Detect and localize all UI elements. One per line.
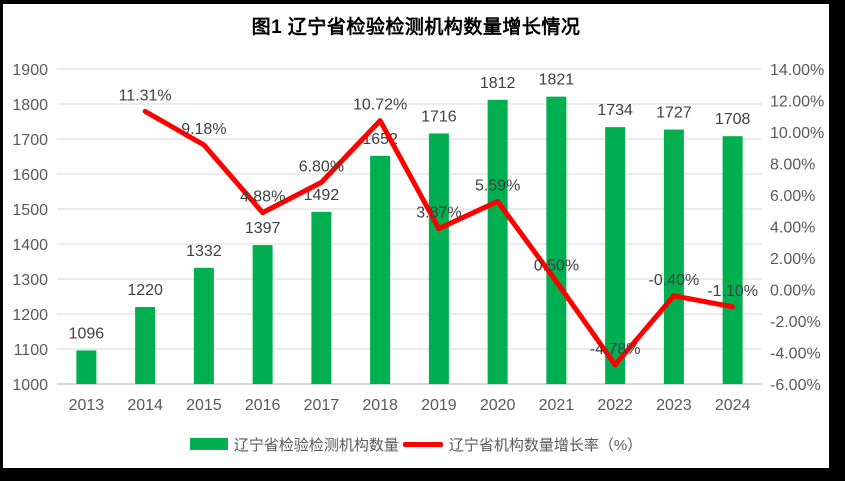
legend-item-bars: 辽宁省检验检测机构数量: [189, 434, 399, 455]
right-axis-tick: 4.00%: [770, 220, 815, 237]
line-label-2014: 11.31%: [119, 87, 172, 104]
x-axis-label: 2021: [539, 397, 575, 414]
bar-label-2020: 1812: [480, 75, 516, 92]
bar-2020: [487, 99, 508, 385]
left-axis-tick: 1400: [12, 237, 48, 254]
x-axis-label: 2015: [186, 397, 222, 414]
bar-2023: [663, 129, 684, 384]
bar-label-2013: 1096: [69, 325, 105, 342]
line-label-2015: 9.18%: [181, 121, 226, 138]
line-label-2023: -0.40%: [649, 272, 700, 289]
left-axis-tick: 1700: [12, 132, 48, 149]
x-axis-label: 2013: [69, 397, 105, 414]
bar-2024: [722, 136, 743, 384]
x-axis-label: 2022: [597, 397, 633, 414]
bar-label-2021: 1821: [539, 72, 575, 89]
left-axis-tick: 1000: [12, 377, 48, 394]
bar-2018: [370, 155, 391, 384]
line-label-2016: 4.88%: [240, 189, 285, 206]
right-axis-tick: 2.00%: [770, 251, 815, 268]
bar-label-2017: 1492: [304, 187, 340, 204]
legend-bar-label: 辽宁省检验检测机构数量: [233, 436, 399, 454]
line-label-2019: 3.87%: [416, 205, 461, 222]
bar-label-2022: 1734: [597, 102, 633, 119]
right-axis-tick: -6.00%: [770, 377, 821, 394]
line-label-2021: 0.50%: [534, 258, 579, 275]
x-axis-label: 2017: [304, 397, 340, 414]
bar-2014: [135, 307, 156, 384]
chart-plot: 1000 1100 1200 1300 1400 1500 1600 1700 1800 1900…: [12, 62, 824, 414]
bar-2017: [311, 211, 332, 384]
right-axis-tick: 12.00%: [770, 94, 824, 111]
right-axis-tick: 6.00%: [770, 188, 815, 205]
left-axis-tick: 1600: [12, 167, 48, 184]
right-axis-tick: 14.00%: [770, 62, 824, 79]
line-label-2020: 5.59%: [475, 177, 520, 194]
line-label-2024: -1.10%: [707, 283, 758, 300]
left-axis-tick: 1900: [12, 62, 48, 79]
right-axis-tick: -4.00%: [770, 346, 821, 363]
bar-label-2023: 1727: [656, 105, 692, 122]
bar-label-2014: 1220: [127, 282, 163, 299]
x-axis-label: 2016: [245, 397, 281, 414]
x-axis-label: 2024: [715, 397, 751, 414]
left-axis-tick: 1800: [12, 97, 48, 114]
bar-label-2019: 1716: [421, 108, 457, 125]
bar-2019: [428, 133, 449, 384]
x-axis-label: 2020: [480, 397, 516, 414]
growth-line: [142, 108, 736, 368]
right-axis-tick: -2.00%: [770, 314, 821, 331]
left-axis-tick: 1300: [12, 272, 48, 289]
left-axis-tick: 1200: [12, 307, 48, 324]
right-axis-tick: 8.00%: [770, 157, 815, 174]
line-series-swatch-icon: [402, 441, 443, 447]
bar-2022: [605, 127, 626, 384]
bar-label-2024: 1708: [715, 111, 751, 128]
bar-2021: [546, 96, 567, 385]
right-axis-tick: 10.00%: [770, 125, 824, 142]
x-axis-label: 2023: [656, 397, 692, 414]
legend-line-label: 辽宁省机构数量增长率（%）: [448, 436, 643, 454]
left-axis-tick: 1100: [14, 342, 49, 359]
bar-label-2016: 1397: [245, 220, 281, 237]
line-label-2017: 6.80%: [299, 158, 344, 175]
line-label-2018: 10.72%: [353, 97, 407, 114]
left-axis-tick: 1500: [12, 202, 48, 219]
x-axis-label: 2014: [127, 397, 163, 414]
chart-title: 图1 辽宁省检验检测机构数量增长情况: [251, 17, 581, 38]
bar-series-swatch-icon: [189, 438, 228, 450]
bar-2016: [252, 245, 273, 384]
line-label-2022: -4.78%: [590, 341, 641, 358]
bar-2015: [193, 267, 214, 384]
right-axis-tick: 0.00%: [770, 283, 815, 300]
bar-2013: [76, 350, 97, 384]
legend: 辽宁省检验检测机构数量 辽宁省机构数量增长率（%）: [3, 434, 829, 454]
legend-item-line: 辽宁省机构数量增长率（%）: [402, 434, 643, 455]
x-axis-label: 2019: [421, 397, 457, 414]
bar-label-2015: 1332: [186, 243, 222, 260]
x-axis-label: 2018: [362, 397, 398, 414]
